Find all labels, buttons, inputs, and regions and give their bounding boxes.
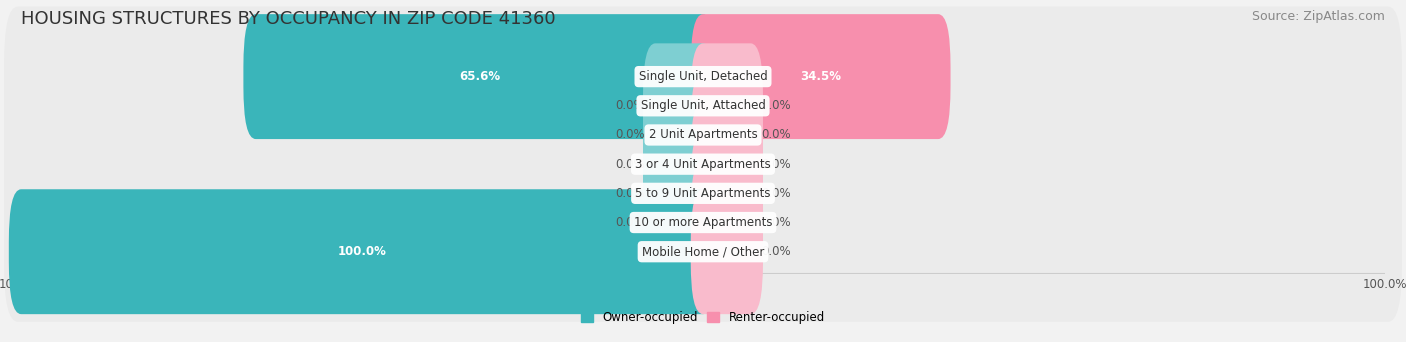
Text: 0.0%: 0.0%: [761, 99, 790, 112]
Text: 0.0%: 0.0%: [761, 245, 790, 258]
FancyBboxPatch shape: [4, 123, 1402, 263]
FancyBboxPatch shape: [643, 102, 716, 227]
Text: 34.5%: 34.5%: [800, 70, 841, 83]
FancyBboxPatch shape: [643, 160, 716, 285]
FancyBboxPatch shape: [243, 14, 716, 139]
Text: Single Unit, Detached: Single Unit, Detached: [638, 70, 768, 83]
Text: 65.6%: 65.6%: [458, 70, 501, 83]
Text: 0.0%: 0.0%: [761, 216, 790, 229]
Text: 5 to 9 Unit Apartments: 5 to 9 Unit Apartments: [636, 187, 770, 200]
Text: 0.0%: 0.0%: [616, 129, 645, 142]
FancyBboxPatch shape: [4, 65, 1402, 205]
FancyBboxPatch shape: [690, 160, 763, 285]
FancyBboxPatch shape: [690, 14, 950, 139]
FancyBboxPatch shape: [643, 73, 716, 197]
Text: HOUSING STRUCTURES BY OCCUPANCY IN ZIP CODE 41360: HOUSING STRUCTURES BY OCCUPANCY IN ZIP C…: [21, 10, 555, 28]
FancyBboxPatch shape: [690, 189, 763, 314]
Text: 10 or more Apartments: 10 or more Apartments: [634, 216, 772, 229]
FancyBboxPatch shape: [690, 73, 763, 197]
Legend: Owner-occupied, Renter-occupied: Owner-occupied, Renter-occupied: [576, 306, 830, 329]
FancyBboxPatch shape: [4, 182, 1402, 322]
Text: 0.0%: 0.0%: [616, 216, 645, 229]
Text: Source: ZipAtlas.com: Source: ZipAtlas.com: [1251, 10, 1385, 23]
FancyBboxPatch shape: [643, 43, 716, 168]
Text: Single Unit, Attached: Single Unit, Attached: [641, 99, 765, 112]
FancyBboxPatch shape: [4, 153, 1402, 292]
FancyBboxPatch shape: [4, 6, 1402, 147]
Text: 0.0%: 0.0%: [761, 187, 790, 200]
FancyBboxPatch shape: [8, 189, 716, 314]
Text: 3 or 4 Unit Apartments: 3 or 4 Unit Apartments: [636, 158, 770, 171]
FancyBboxPatch shape: [643, 131, 716, 256]
Text: 0.0%: 0.0%: [761, 129, 790, 142]
FancyBboxPatch shape: [690, 102, 763, 227]
Text: 0.0%: 0.0%: [761, 158, 790, 171]
FancyBboxPatch shape: [4, 36, 1402, 176]
Text: 100.0%: 100.0%: [337, 245, 387, 258]
Text: 0.0%: 0.0%: [616, 158, 645, 171]
FancyBboxPatch shape: [4, 94, 1402, 234]
FancyBboxPatch shape: [690, 131, 763, 256]
Text: 2 Unit Apartments: 2 Unit Apartments: [648, 129, 758, 142]
Text: 0.0%: 0.0%: [616, 187, 645, 200]
FancyBboxPatch shape: [690, 43, 763, 168]
Text: Mobile Home / Other: Mobile Home / Other: [641, 245, 765, 258]
Text: 0.0%: 0.0%: [616, 99, 645, 112]
